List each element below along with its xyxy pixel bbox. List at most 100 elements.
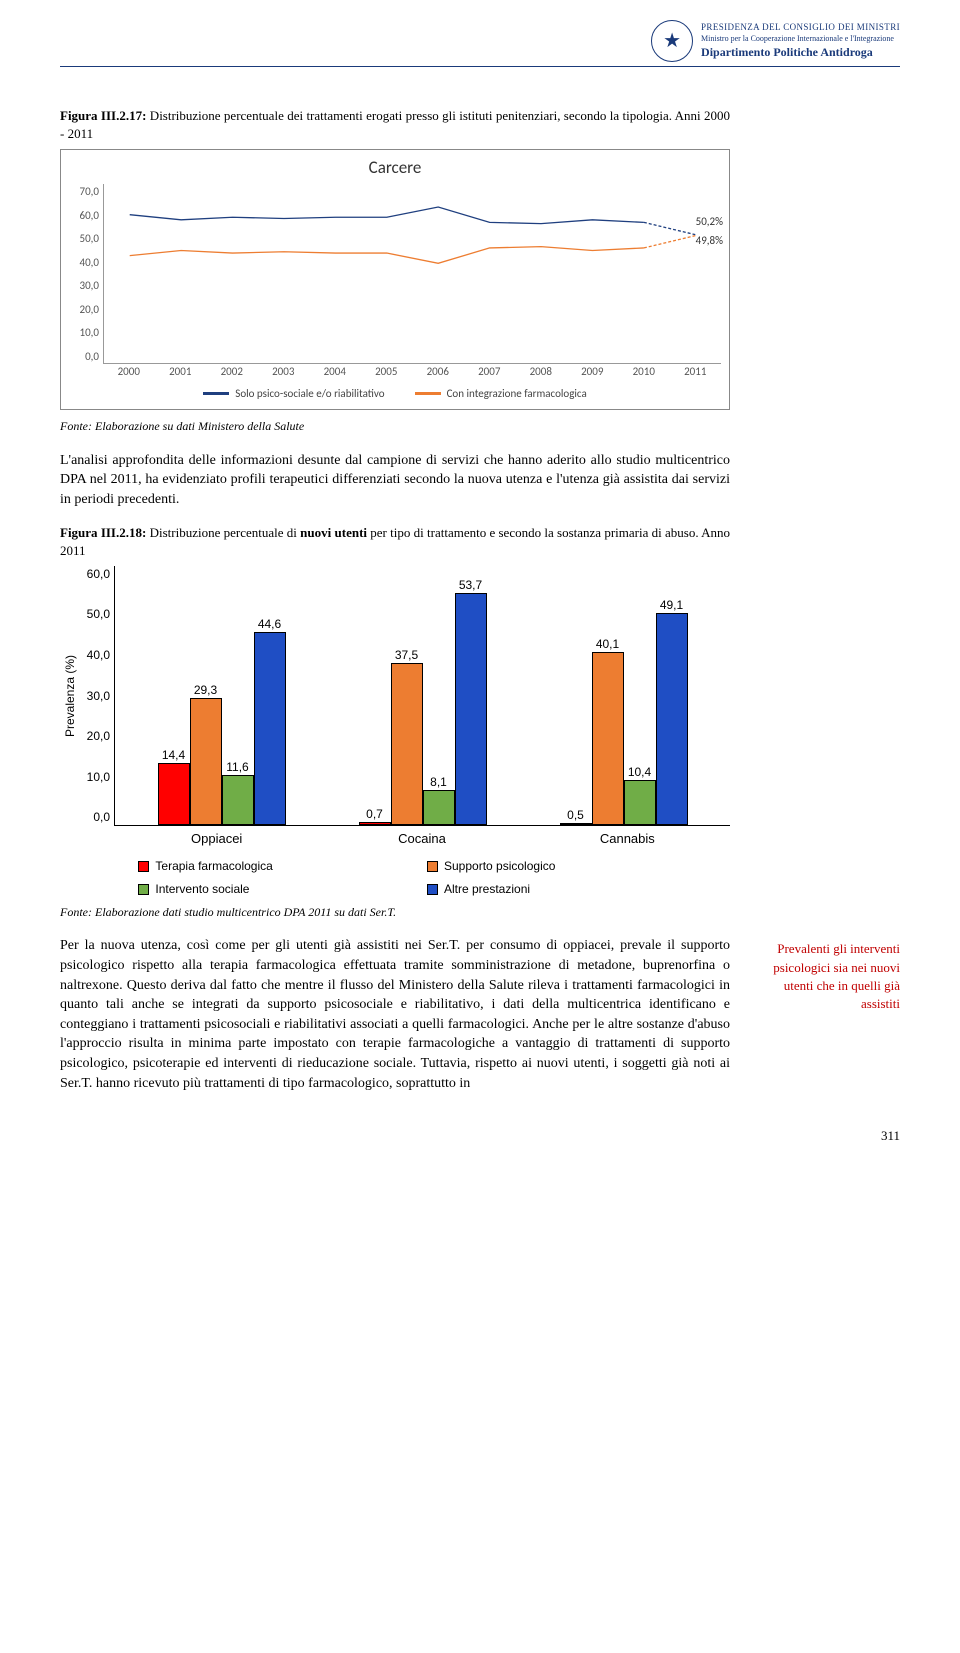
y-tick: 50,0 (69, 231, 99, 246)
fig17-legend: Solo psico-sociale e/o riabilitativo Con… (69, 386, 721, 401)
bar: 8,1 (423, 790, 455, 825)
x-tick: 2004 (309, 364, 361, 379)
fig18-chart: Prevalenza (%) 60,050,040,030,020,010,00… (60, 566, 730, 898)
legend-swatch (427, 884, 438, 895)
bar: 49,1 (656, 613, 688, 825)
x-category: Cocaina (319, 830, 524, 848)
y-tick: 70,0 (69, 184, 99, 199)
fig18-x-axis: OppiaceiCocainaCannabis (114, 830, 730, 848)
emblem-icon: ★ (651, 20, 693, 62)
legend-swatch (415, 392, 441, 395)
fig18-plot-area: 14,429,311,644,60,737,58,153,70,540,110,… (114, 566, 730, 826)
side-note: Prevalenti gli interventi psicologici si… (750, 940, 900, 1013)
bar-value-label: 29,3 (194, 682, 217, 699)
header-line-2: Ministro per la Cooperazione Internazion… (701, 33, 900, 44)
fig17-chart: Carcere 70,060,050,040,030,020,010,00,0 … (60, 149, 730, 410)
y-tick: 20,0 (78, 728, 110, 745)
fig17-plot-area: 50,2%49,8% (103, 184, 721, 364)
legend-swatch (138, 884, 149, 895)
fig17-legend-label-1: Solo psico-sociale e/o riabilitativo (235, 386, 384, 401)
legend-label: Altre prestazioni (444, 881, 530, 898)
header-text: PRESIDENZA DEL CONSIGLIO DEI MINISTRI Mi… (701, 21, 900, 62)
paragraph-2: Per la nuova utenza, così come per gli u… (60, 936, 730, 1093)
bar-group: 0,737,58,153,7 (322, 566, 523, 825)
legend-item: Supporto psicologico (427, 858, 692, 875)
fig17-y-axis: 70,060,050,040,030,020,010,00,0 (69, 184, 103, 364)
x-tick: 2005 (361, 364, 413, 379)
bar-value-label: 10,4 (628, 764, 651, 781)
bar: 0,5 (560, 823, 592, 825)
fig18-legend: Terapia farmacologica Supporto psicologic… (100, 858, 730, 898)
bar: 53,7 (455, 593, 487, 825)
y-tick: 10,0 (78, 769, 110, 786)
bar-value-label: 8,1 (430, 774, 447, 791)
fig17-chart-title: Carcere (69, 156, 721, 180)
legend-swatch (427, 861, 438, 872)
bar: 11,6 (222, 775, 254, 825)
fig17-caption-prefix: Figura III.2.17: (60, 108, 146, 123)
x-tick: 2011 (670, 364, 722, 379)
y-tick: 0,0 (69, 349, 99, 364)
bar-value-label: 40,1 (596, 636, 619, 653)
bar-value-label: 44,6 (258, 616, 281, 633)
legend-swatch (138, 861, 149, 872)
legend-swatch (203, 392, 229, 395)
fig18-y-label: Prevalenza (%) (60, 566, 78, 826)
legend-item: Altre prestazioni (427, 881, 692, 898)
legend-item: Terapia farmacologica (138, 858, 403, 875)
legend-label: Supporto psicologico (444, 858, 555, 875)
fig18-source: Fonte: Elaborazione dati studio multicen… (60, 904, 730, 921)
fig17-legend-item-2: Con integrazione farmacologica (415, 386, 587, 401)
bar-group: 14,429,311,644,6 (121, 566, 322, 825)
x-tick: 2002 (206, 364, 258, 379)
x-tick: 2007 (464, 364, 516, 379)
x-tick: 2001 (155, 364, 207, 379)
fig17-legend-item-1: Solo psico-sociale e/o riabilitativo (203, 386, 384, 401)
bar: 40,1 (592, 652, 624, 825)
bar-value-label: 37,5 (395, 647, 418, 664)
y-tick: 40,0 (78, 647, 110, 664)
legend-label: Intervento sociale (155, 881, 249, 898)
page-number: 311 (60, 1127, 900, 1145)
paragraph-1: L'analisi approfondita delle informazion… (60, 451, 730, 510)
y-tick: 60,0 (78, 566, 110, 583)
series-end-label: 50,2% (696, 214, 723, 229)
fig17-source: Fonte: Elaborazione su dati Ministero de… (60, 418, 730, 435)
fig18-caption-a: Distribuzione percentuale di (146, 525, 300, 540)
x-category: Cannabis (525, 830, 730, 848)
fig18-caption: Figura III.2.18: Distribuzione percentua… (60, 524, 730, 560)
page-header: ★ PRESIDENZA DEL CONSIGLIO DEI MINISTRI … (60, 20, 900, 67)
y-tick: 20,0 (69, 302, 99, 317)
bar-value-label: 11,6 (226, 759, 248, 776)
y-tick: 60,0 (69, 208, 99, 223)
bar: 44,6 (254, 632, 286, 825)
x-tick: 2000 (103, 364, 155, 379)
fig17-caption: Figura III.2.17: Distribuzione percentua… (60, 107, 730, 143)
bar-value-label: 49,1 (660, 597, 683, 614)
legend-item: Intervento sociale (138, 881, 403, 898)
header-line-3: Dipartimento Politiche Antidroga (701, 44, 900, 61)
y-tick: 50,0 (78, 606, 110, 623)
fig17-x-axis: 2000200120022003200420052006200720082009… (103, 364, 721, 379)
bar-value-label: 0,7 (366, 806, 383, 823)
bar: 10,4 (624, 780, 656, 825)
x-tick: 2003 (258, 364, 310, 379)
fig18-caption-bold: nuovi utenti (300, 525, 367, 540)
x-tick: 2006 (412, 364, 464, 379)
bar: 37,5 (391, 663, 423, 825)
bar: 14,4 (158, 763, 190, 825)
x-tick: 2008 (515, 364, 567, 379)
fig17-legend-label-2: Con integrazione farmacologica (447, 386, 587, 401)
fig17-caption-rest: Distribuzione percentuale dei trattament… (60, 108, 730, 141)
fig18-caption-prefix: Figura III.2.18: (60, 525, 146, 540)
y-tick: 30,0 (69, 278, 99, 293)
bar-value-label: 0,5 (567, 807, 584, 824)
x-tick: 2010 (618, 364, 670, 379)
y-tick: 0,0 (78, 809, 110, 826)
header-line-1: PRESIDENZA DEL CONSIGLIO DEI MINISTRI (701, 21, 900, 34)
bar-value-label: 53,7 (459, 577, 482, 594)
bar-value-label: 14,4 (162, 747, 185, 764)
bar: 0,7 (359, 822, 391, 825)
x-category: Oppiacei (114, 830, 319, 848)
y-tick: 10,0 (69, 325, 99, 340)
